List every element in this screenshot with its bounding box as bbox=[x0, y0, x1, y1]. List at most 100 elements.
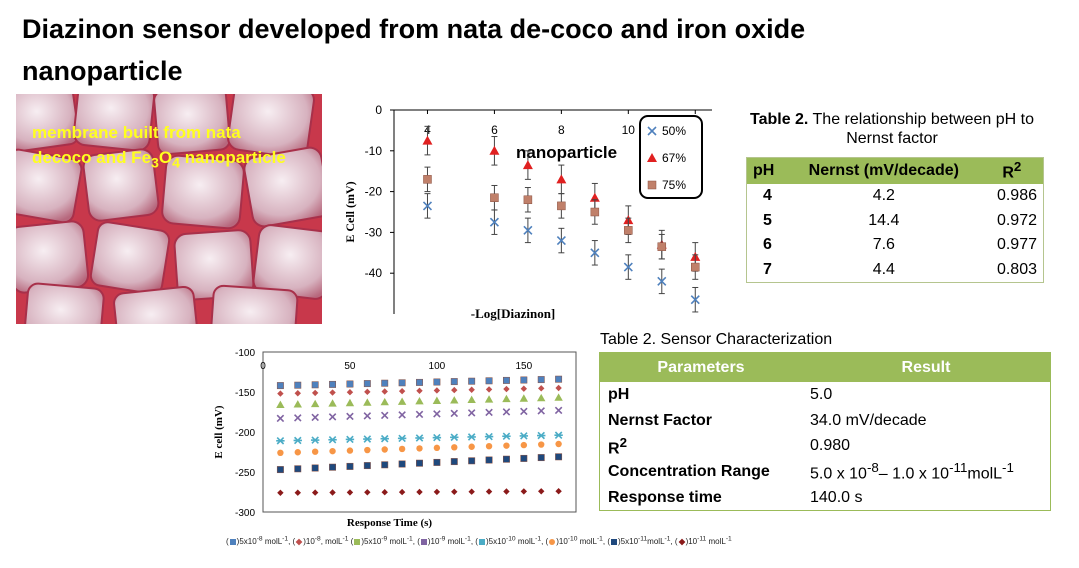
y-tick-label: -20 bbox=[365, 185, 383, 199]
table-header-row: Parameters Result bbox=[599, 352, 1051, 382]
data-point bbox=[522, 160, 533, 170]
data-point bbox=[538, 488, 545, 495]
legend-item: ()10-8, molL-1 bbox=[293, 535, 351, 546]
data-point bbox=[294, 449, 301, 456]
data-point bbox=[557, 201, 566, 211]
data-point bbox=[398, 379, 406, 387]
data-point bbox=[381, 461, 389, 469]
table-row: Concentration Range 5.0 x 10-8– 1.0 x 10-… bbox=[600, 459, 1051, 485]
legend-swatch bbox=[678, 538, 685, 545]
data-point bbox=[346, 489, 354, 496]
marker-stroke bbox=[380, 411, 389, 420]
data-point bbox=[432, 396, 442, 404]
data-point bbox=[293, 400, 302, 408]
data-point bbox=[432, 433, 442, 442]
table-cell: 0.977 bbox=[996, 236, 1037, 254]
table2-caption: Table 2. Sensor Characterization bbox=[600, 331, 833, 348]
data-point bbox=[485, 408, 493, 417]
data-point bbox=[623, 262, 633, 272]
data-point bbox=[520, 407, 528, 416]
x-tick-label: 100 bbox=[429, 361, 446, 372]
legend-swatch bbox=[549, 538, 556, 545]
potential-vs-concentration-chart: 46810120-10-20-30-40-Log[Diazinon]E Cell… bbox=[338, 98, 728, 324]
data-point bbox=[433, 378, 441, 386]
data-point bbox=[555, 375, 563, 383]
data-point bbox=[363, 462, 371, 470]
legend-marker bbox=[647, 126, 657, 136]
table-row: pH 5.0 bbox=[600, 382, 1051, 408]
table1-caption-label: Table 2. bbox=[749, 111, 809, 128]
data-point bbox=[451, 488, 458, 495]
data-point bbox=[502, 432, 511, 441]
data-point bbox=[555, 384, 562, 392]
legend-label: 67% bbox=[662, 151, 686, 165]
data-point bbox=[364, 446, 371, 454]
data-point bbox=[398, 460, 406, 468]
sensor-table-body: pH 5.0 Nernst Factor 34.0 mV/decade R2 0.980 C… bbox=[600, 382, 1051, 511]
data-point bbox=[502, 455, 510, 463]
data-point bbox=[520, 454, 528, 462]
data-point bbox=[311, 389, 319, 397]
data-point bbox=[538, 441, 545, 448]
data-point bbox=[468, 457, 476, 465]
x-tick-label: 0 bbox=[260, 361, 266, 372]
data-point bbox=[398, 387, 406, 395]
data-point bbox=[657, 276, 667, 286]
data-point bbox=[450, 378, 458, 386]
data-point bbox=[311, 381, 319, 389]
data-point bbox=[468, 377, 476, 385]
data-point bbox=[554, 431, 563, 439]
data-point bbox=[381, 388, 388, 395]
data-point bbox=[416, 387, 423, 394]
data-point bbox=[345, 435, 355, 444]
data-point bbox=[416, 445, 423, 452]
data-point bbox=[503, 442, 510, 449]
marker-stroke bbox=[311, 413, 319, 422]
y-tick-label: -100 bbox=[235, 348, 255, 359]
data-point bbox=[346, 380, 354, 388]
membrane-image bbox=[16, 94, 322, 324]
table-row: 7 4.4 0.803 bbox=[747, 258, 1044, 283]
y-tick-label: -300 bbox=[235, 508, 255, 519]
page-title: Diazinon sensor developed from nata de-c… bbox=[22, 14, 806, 86]
data-point bbox=[311, 464, 319, 472]
table-row: Nernst Factor 34.0 mV/decade bbox=[600, 408, 1051, 434]
data-point bbox=[468, 386, 475, 393]
legend-marker bbox=[647, 153, 657, 162]
data-point bbox=[415, 397, 424, 405]
data-point bbox=[329, 389, 336, 396]
y-tick-label: -40 bbox=[365, 266, 383, 280]
table-cell: Nernst Factor bbox=[608, 411, 713, 429]
data-point bbox=[294, 489, 301, 496]
data-point bbox=[467, 409, 476, 417]
table-header-row: pH Nernst (mV/decade) R2 bbox=[746, 157, 1044, 184]
data-point bbox=[554, 406, 563, 415]
marker-stroke bbox=[623, 262, 633, 272]
data-point bbox=[485, 377, 493, 385]
marker-stroke bbox=[346, 412, 354, 421]
table-cell: 0.986 bbox=[996, 187, 1037, 205]
data-point bbox=[503, 385, 510, 393]
table-cell: 0.972 bbox=[996, 211, 1037, 229]
y-tick-label: 0 bbox=[375, 103, 382, 117]
data-point bbox=[381, 489, 388, 496]
data-point bbox=[422, 135, 433, 145]
data-point bbox=[423, 175, 432, 184]
marker-stroke bbox=[502, 408, 511, 416]
data-point bbox=[485, 488, 493, 495]
marker-stroke bbox=[520, 407, 528, 416]
data-point bbox=[310, 399, 320, 408]
table-cell: 7.6 bbox=[872, 236, 895, 254]
chart2-legend: ()5x10-8 molL-1, ()10-8, molL-1 ()5x10-9… bbox=[226, 535, 1079, 546]
table-cell: 6 bbox=[763, 236, 772, 254]
marker-stroke bbox=[433, 410, 441, 418]
table-row: 4 4.2 0.986 bbox=[747, 184, 1044, 209]
data-point bbox=[364, 489, 371, 496]
y-tick-label: -200 bbox=[235, 428, 255, 439]
y-tick-label: -150 bbox=[235, 388, 255, 399]
data-point bbox=[450, 396, 459, 404]
x-tick-label: 6 bbox=[491, 123, 498, 137]
table-cell: 7 bbox=[763, 260, 772, 278]
photo-caption: membrane built from nata decoco and Fe3O… bbox=[32, 123, 286, 172]
legend-item: ()5x10-11molL-1, bbox=[607, 535, 675, 546]
